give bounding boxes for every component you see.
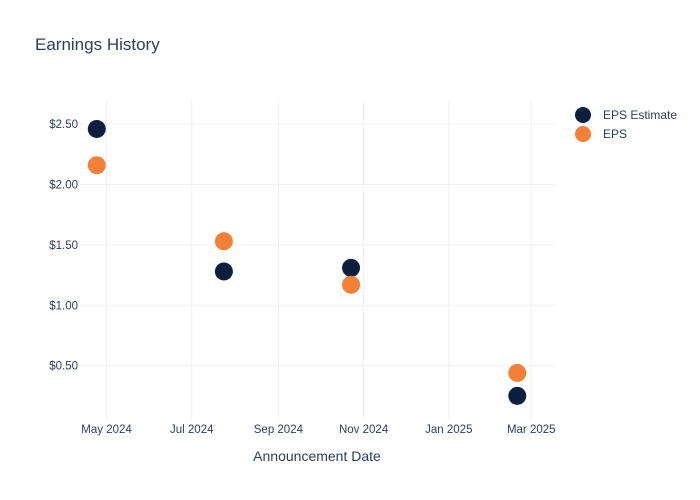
legend-label-eps-estimate[interactable]: EPS Estimate [603, 108, 677, 122]
x-tick-label: Mar 2025 [507, 424, 556, 436]
x-axis-title: Announcement Date [253, 448, 381, 464]
y-tick-label: $1.50 [49, 240, 78, 252]
eps-estimate-point[interactable] [342, 258, 361, 277]
eps-point[interactable] [214, 232, 233, 251]
legend: EPS Estimate EPS [575, 107, 677, 142]
legend-marker-eps-estimate[interactable] [575, 107, 591, 123]
x-tick-label: May 2024 [81, 424, 132, 436]
grid-lines [80, 100, 555, 420]
x-tick-label: Nov 2024 [339, 424, 389, 436]
chart-title: Earnings History [35, 35, 160, 54]
y-tick-label: $0.50 [49, 361, 78, 373]
y-axis-ticks: $0.50 $1.00 $1.50 $2.00 $2.50 [49, 119, 78, 373]
eps-estimate-point[interactable] [508, 386, 527, 405]
x-tick-label: Jan 2025 [425, 424, 472, 436]
y-tick-label: $1.00 [49, 300, 78, 312]
eps-point[interactable] [87, 156, 106, 175]
legend-label-eps[interactable]: EPS [603, 127, 627, 141]
data-points [87, 119, 527, 405]
x-tick-label: Jul 2024 [170, 424, 214, 436]
y-tick-label: $2.50 [49, 119, 78, 131]
eps-point[interactable] [508, 363, 527, 382]
eps-estimate-point[interactable] [214, 262, 233, 281]
x-axis-ticks: May 2024 Jul 2024 Sep 2024 Nov 2024 Jan 2025… [81, 424, 555, 436]
eps-estimate-point[interactable] [87, 119, 106, 138]
y-tick-label: $2.00 [49, 180, 78, 192]
x-tick-label: Sep 2024 [254, 424, 304, 436]
eps-point[interactable] [342, 275, 361, 294]
legend-marker-eps[interactable] [575, 126, 591, 142]
